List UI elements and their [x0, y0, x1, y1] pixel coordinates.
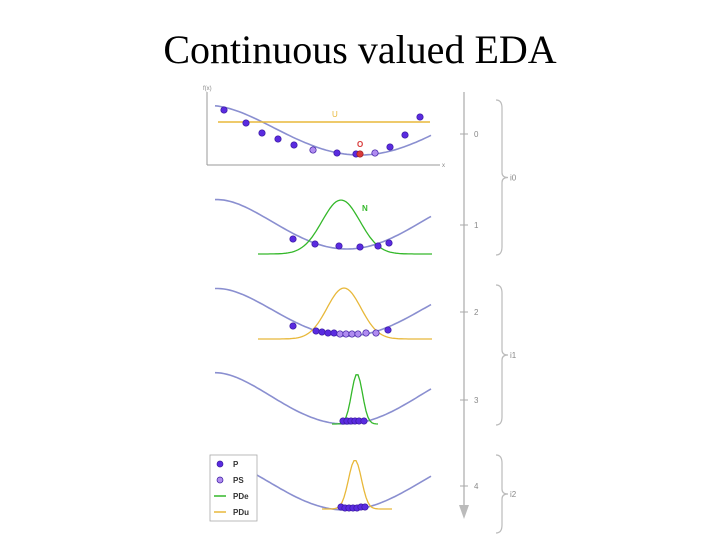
population-dot — [324, 329, 332, 337]
distributions — [218, 121, 432, 510]
timeline-arrow — [459, 505, 469, 519]
population-dot — [386, 143, 394, 151]
legend-label: PS — [233, 476, 244, 485]
population-dot — [336, 330, 344, 338]
population-dot — [372, 329, 380, 337]
population-dot — [289, 322, 297, 330]
population-dot — [362, 329, 370, 337]
legend: P PS PDe PDu — [209, 454, 258, 522]
iteration-brace — [495, 99, 509, 256]
population-dot — [361, 503, 369, 511]
legend-label: PDe — [233, 492, 249, 501]
population-dot — [335, 242, 343, 250]
objective-curve-1 — [215, 198, 432, 250]
population-dot — [354, 330, 362, 338]
population-dot — [318, 328, 326, 336]
population-dot — [356, 243, 364, 251]
iteration-label: i2 — [510, 490, 517, 499]
iteration-brace — [495, 284, 509, 426]
axis-x-label: x — [442, 163, 445, 169]
population-dot — [342, 330, 350, 338]
normal-label: N — [362, 204, 368, 213]
population-dot — [312, 327, 320, 335]
slide-title: Continuous valued EDA — [163, 27, 557, 72]
axes: f(x) x — [203, 86, 445, 169]
optimum-label: O — [357, 140, 363, 149]
optimum-dot — [356, 150, 364, 158]
population-dot — [309, 146, 317, 154]
population-dot — [330, 329, 338, 337]
timeline-tick-label: 0 — [474, 130, 479, 139]
iteration-brace — [495, 454, 509, 534]
timeline-tick-label: 3 — [474, 396, 479, 405]
population-dot — [416, 113, 424, 121]
population-dot — [290, 141, 298, 149]
objective-curve-3 — [214, 371, 432, 425]
population-dot — [360, 417, 368, 425]
objective-curves — [214, 105, 432, 511]
population-dot — [371, 149, 379, 157]
population-dot — [258, 129, 266, 137]
legend-label: PDu — [233, 508, 249, 517]
population-dot — [274, 135, 282, 143]
timeline-tick-label: 2 — [474, 308, 479, 317]
population-dot — [385, 239, 393, 247]
population-dot — [311, 240, 319, 248]
population-dot — [289, 235, 297, 243]
legend-swatch — [216, 460, 224, 468]
uniform-label: U — [332, 110, 338, 119]
population-dot — [348, 330, 356, 338]
timeline-tick-label: 4 — [474, 482, 479, 491]
timeline-tick-label: 1 — [474, 221, 479, 230]
population-dot — [242, 119, 250, 127]
normal-distribution-2 — [258, 287, 432, 340]
normal-distribution-4 — [322, 459, 392, 510]
objective-curve-0 — [214, 105, 432, 156]
population-dot — [374, 242, 382, 250]
population-dot — [384, 326, 392, 334]
population-dot — [401, 131, 409, 139]
legend-label: P — [233, 460, 239, 469]
iteration-label: i0 — [510, 174, 517, 183]
iteration-label: i1 — [510, 351, 517, 360]
population-dot — [333, 149, 341, 157]
iteration-braces: i0 i1 i2 — [495, 99, 517, 534]
legend-swatch — [216, 476, 224, 484]
population-dot — [220, 106, 228, 114]
axis-y-label: f(x) — [203, 86, 212, 92]
normal-distribution-3 — [332, 374, 379, 425]
population-dots — [220, 106, 424, 512]
iteration-timeline: 0 1 2 3 4 — [459, 92, 479, 519]
normal-distribution-1 — [258, 199, 432, 255]
